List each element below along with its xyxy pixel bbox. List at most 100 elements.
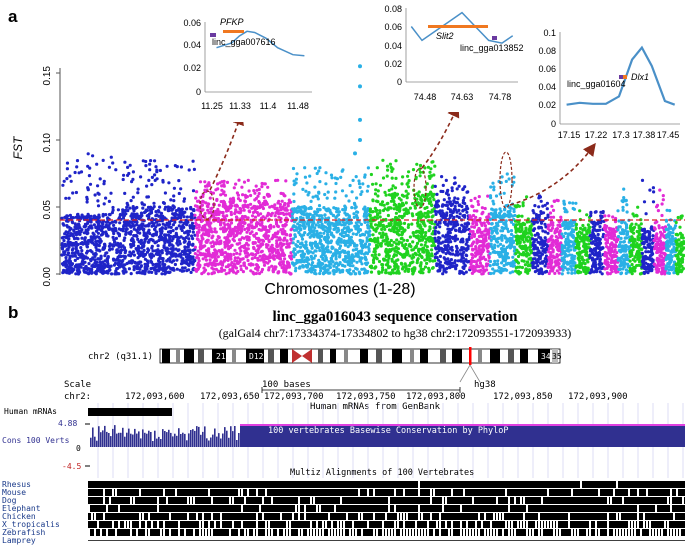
manhattan-point-3238 [423, 243, 427, 247]
manhattan-point-1317 [132, 266, 136, 270]
manhattan-point-3083 [380, 227, 384, 231]
manhattan-point-2959 [343, 230, 347, 235]
manhattan-point-1076 [165, 266, 169, 270]
manhattan-point-1532 [206, 272, 210, 276]
manhattan-point-968 [180, 207, 184, 211]
manhattan-point-4612 [514, 252, 518, 256]
manhattan-point-361 [74, 247, 78, 251]
manhattan-point-2199 [271, 267, 275, 271]
manhattan-point-2124 [233, 256, 237, 260]
manhattan-point-3642 [407, 179, 411, 183]
manhattan-point-2243 [198, 265, 202, 269]
manhattan-point-3502 [404, 242, 408, 247]
manhattan-point-1146 [182, 259, 186, 263]
manhattan-point-1154 [154, 271, 158, 275]
manhattan-point-3578 [425, 205, 429, 210]
manhattan-point-1985 [196, 233, 200, 238]
manhattan-point-4063 [436, 230, 440, 234]
manhattan-point-502 [105, 264, 110, 269]
manhattan-point-995 [127, 171, 131, 176]
manhattan-point-577 [70, 270, 74, 274]
manhattan-point-402 [107, 212, 112, 217]
manhattan-point-3976 [463, 264, 467, 268]
manhattan-point-4259 [477, 246, 481, 250]
manhattan-point-4149 [476, 202, 481, 207]
manhattan-point-2381 [313, 166, 317, 170]
manhattan-point-1865 [264, 256, 268, 261]
manhattan-point-4953 [556, 223, 560, 227]
manhattan-point-4245 [480, 244, 484, 248]
manhattan-point-4388 [493, 259, 497, 263]
manhattan-point-397 [73, 252, 77, 256]
manhattan-point-2948 [321, 246, 325, 250]
manhattan-point-4687 [529, 248, 533, 253]
manhattan-point-1244 [161, 218, 165, 222]
manhattan-point-1727 [229, 254, 233, 258]
manhattan-point-1302 [157, 257, 161, 261]
manhattan-point-546 [89, 238, 93, 242]
manhattan-point-570 [99, 270, 103, 274]
manhattan-point-4692 [517, 237, 521, 241]
manhattan-point-549 [104, 223, 109, 227]
manhattan-point-2213 [207, 181, 211, 185]
manhattan-point-3981 [433, 255, 437, 260]
manhattan-point-1151 [141, 206, 145, 210]
manhattan-point-2210 [267, 239, 271, 244]
manhattan-point-238 [96, 199, 100, 203]
manhattan-point-2884 [364, 251, 368, 255]
manhattan-point-713 [191, 262, 195, 266]
manhattan-point-2706 [364, 230, 368, 234]
manhattan-point-553 [91, 263, 95, 267]
manhattan-point-1883 [215, 197, 219, 202]
manhattan-point-3998 [460, 204, 464, 209]
manhattan-point-1604 [277, 215, 281, 219]
manhattan-point-4214 [487, 221, 491, 225]
manhattan-point-2096 [224, 227, 228, 231]
manhattan-point-1965 [222, 184, 226, 188]
manhattan-point-303 [102, 265, 106, 270]
manhattan-point-4460 [490, 245, 494, 249]
manhattan-point-3734 [462, 196, 466, 200]
manhattan-point-1296 [167, 208, 171, 213]
manhattan-point-3872 [461, 240, 465, 244]
manhattan-point-1265 [139, 227, 143, 231]
manhattan-point-3372 [381, 263, 385, 267]
manhattan-point-4020 [442, 198, 446, 202]
manhattan-point-4032 [450, 186, 454, 190]
manhattan-point-4611 [514, 230, 518, 234]
manhattan-point-1280 [190, 234, 194, 238]
manhattan-point-3079 [312, 256, 316, 260]
manhattan-point-2514 [306, 233, 310, 237]
manhattan-point-699 [153, 228, 157, 232]
manhattan-point-2949 [326, 248, 330, 252]
manhattan-point-1000 [191, 255, 195, 259]
manhattan-point-447 [75, 165, 79, 169]
manhattan-point-4985 [550, 234, 554, 238]
manhattan-point-396 [84, 228, 88, 232]
manhattan-point-560 [72, 242, 76, 246]
manhattan-point-2786 [296, 205, 301, 209]
manhattan-point-544 [89, 214, 93, 218]
manhattan-point-3327 [428, 197, 432, 201]
manhattan-point-4073 [438, 260, 442, 264]
manhattan-point-1119 [156, 248, 160, 252]
manhattan-point-3887 [446, 223, 450, 227]
manhattan-point-4719 [539, 199, 543, 203]
manhattan-point-3575 [369, 238, 373, 243]
manhattan-point-4862 [553, 271, 557, 275]
manhattan-point-2967 [365, 239, 369, 243]
manhattan-point-3701 [384, 248, 388, 252]
manhattan-point-2246 [217, 235, 221, 240]
manhattan-point-4484 [508, 209, 512, 213]
manhattan-point-388 [106, 220, 110, 224]
manhattan-point-4628 [515, 259, 519, 263]
manhattan-point-3465 [423, 233, 427, 238]
manhattan-point-1664 [238, 252, 242, 256]
manhattan-point-812 [169, 225, 173, 229]
manhattan-point-3558 [378, 215, 382, 219]
manhattan-point-849 [140, 222, 144, 226]
manhattan-point-1125 [143, 257, 147, 261]
manhattan-point-1048 [182, 197, 187, 201]
manhattan-point-517 [76, 226, 80, 230]
manhattan-point-4479 [490, 212, 494, 216]
